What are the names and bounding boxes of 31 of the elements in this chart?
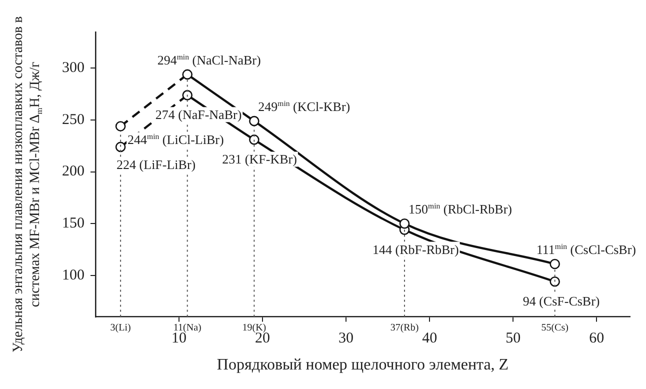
point xyxy=(249,116,260,126)
ref-line-label: 55(Cs) xyxy=(541,322,568,334)
x-tick-label: 60 xyxy=(589,330,604,347)
point xyxy=(399,218,410,229)
y-tick-label: 100 xyxy=(62,267,84,284)
x-axis-title: Порядковый номер щелочного элемента, Z xyxy=(216,356,509,374)
x-tick-label: 30 xyxy=(338,330,354,347)
annotation: 224 (LiF-LiBr) xyxy=(116,156,196,172)
x-tick-label: 20 xyxy=(255,330,270,347)
point xyxy=(182,69,193,80)
x-tick-label: 50 xyxy=(506,330,521,347)
point xyxy=(249,134,260,145)
ref-line-label: 3(Li) xyxy=(110,322,131,334)
ref-line-label: 37(Rb) xyxy=(390,322,419,334)
y-tick-label: 150 xyxy=(62,216,84,232)
x-tick-label: 10 xyxy=(172,330,187,347)
point xyxy=(182,90,193,100)
y-tick-label: 200 xyxy=(62,164,84,180)
y-tick-label: 300 xyxy=(62,60,84,76)
annotation: 144 (RbF-RbBr) xyxy=(372,242,459,257)
annotation: 231 (KF-KBr) xyxy=(222,152,297,167)
annotation: 274 (NaF-NaBr) xyxy=(155,107,242,122)
point xyxy=(115,142,126,152)
point xyxy=(550,258,560,270)
ref-line-label: 11(Na) xyxy=(173,322,202,334)
y-tick-label: 250 xyxy=(62,112,84,128)
point xyxy=(550,276,560,287)
point xyxy=(115,121,126,132)
annotation: 94 (CsF-CsBr) xyxy=(522,294,600,309)
ref-line-label: 19(K) xyxy=(242,322,266,334)
x-tick-label: 40 xyxy=(422,330,438,347)
